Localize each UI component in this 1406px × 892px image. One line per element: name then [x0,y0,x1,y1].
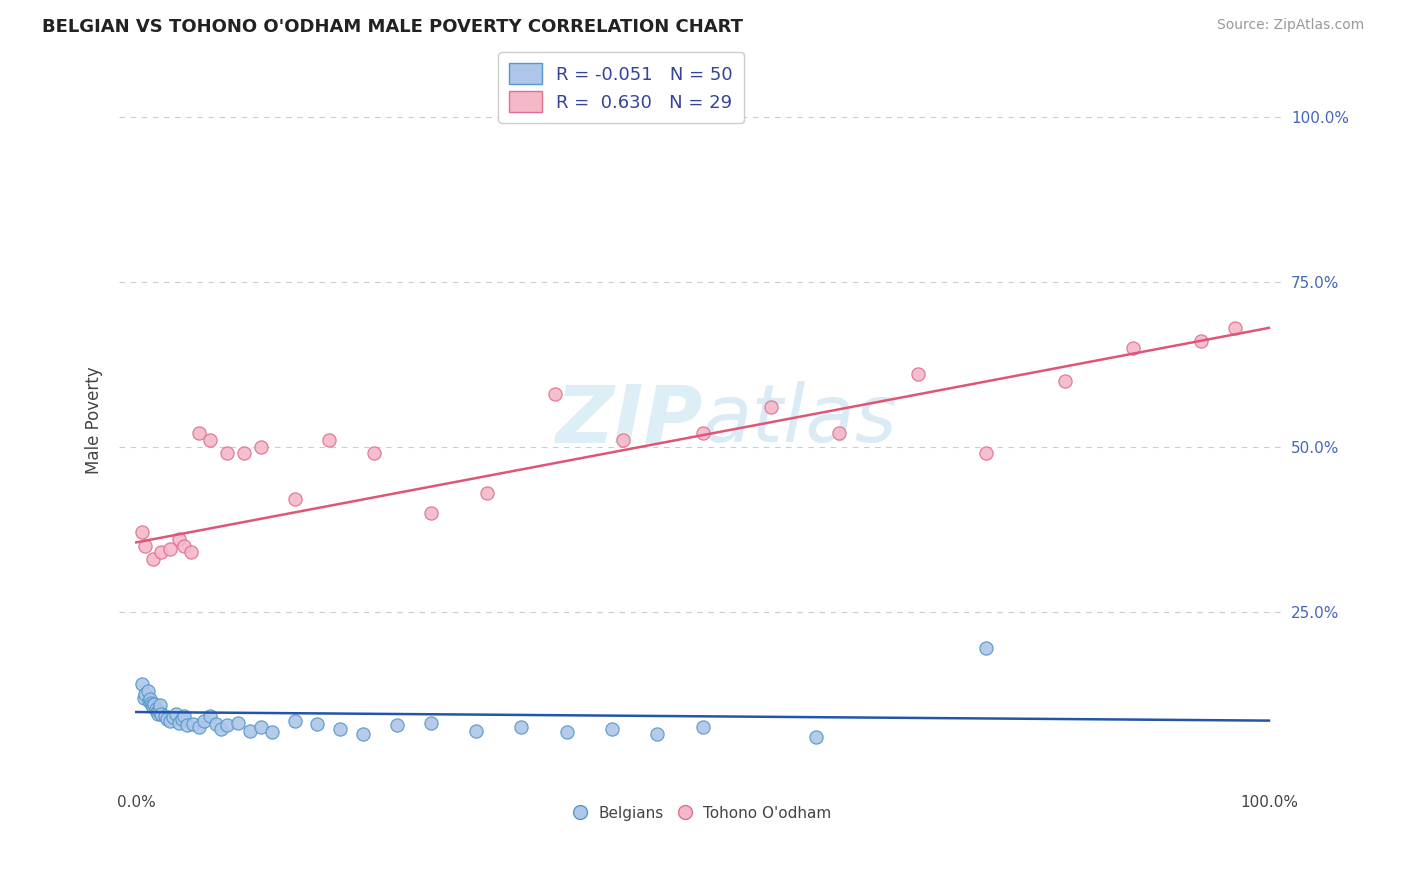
Point [139,691,162,706]
Point [226,715,249,730]
Point [173,709,195,723]
Point [193,714,215,728]
Point [209,722,232,736]
Point [600,722,623,736]
Point [329,722,352,736]
Point [150,706,173,721]
Text: BELGIAN VS TOHONO O'ODHAM MALE POVERTY CORRELATION CHART: BELGIAN VS TOHONO O'ODHAM MALE POVERTY C… [42,18,744,36]
Point [250,720,273,734]
Point [974,640,997,655]
Point [170,712,193,726]
Point [149,698,172,713]
Point [138,694,160,708]
Point [198,709,221,723]
Point [142,700,165,714]
Point [759,400,782,414]
Point [204,717,226,731]
Point [284,492,307,507]
Point [176,718,198,732]
Point [143,697,166,711]
Point [142,552,165,566]
Point [804,730,827,744]
Point [352,727,374,741]
Point [134,687,156,701]
Point [385,718,408,732]
Point [215,718,238,732]
Point [974,446,997,460]
Point [180,545,202,559]
Point [187,720,209,734]
Point [146,706,169,721]
Point [692,426,714,441]
Point [827,426,849,441]
Point [198,433,221,447]
Point [477,486,499,500]
Point [131,525,153,540]
Point [131,677,153,691]
Point [262,724,284,739]
Point [181,717,204,731]
Point [156,712,179,726]
Point [159,541,181,556]
Point [419,506,441,520]
Point [318,433,340,447]
Legend: Belgians, Tohono O'odham: Belgians, Tohono O'odham [568,799,838,827]
Point [141,698,163,713]
Point [1189,334,1212,348]
Point [153,709,176,723]
Point [134,690,156,705]
Point [232,446,254,460]
Point [145,705,167,719]
Point [1122,341,1144,355]
Point [148,704,170,718]
Point [907,367,929,381]
Point [612,433,634,447]
Text: Source: ZipAtlas.com: Source: ZipAtlas.com [1216,18,1364,32]
Point [647,727,669,741]
Text: atlas: atlas [703,381,897,459]
Point [238,723,260,738]
Point [169,532,191,546]
Y-axis label: Male Poverty: Male Poverty [86,367,103,475]
Point [187,426,209,441]
Point [136,684,159,698]
Point [173,539,195,553]
Point [307,717,329,731]
Point [1054,374,1077,388]
Point [465,723,488,738]
Point [250,440,273,454]
Point [544,387,567,401]
Point [159,714,181,728]
Point [215,446,238,460]
Text: ZIP: ZIP [555,381,703,459]
Point [145,702,167,716]
Point [284,714,307,728]
Point [510,720,533,734]
Point [692,720,714,734]
Point [139,696,162,710]
Point [363,446,385,460]
Point [169,715,191,730]
Point [555,724,578,739]
Point [419,715,441,730]
Point [134,539,156,553]
Point [150,545,173,559]
Point [165,706,187,721]
Point [162,710,184,724]
Point [1223,321,1246,335]
